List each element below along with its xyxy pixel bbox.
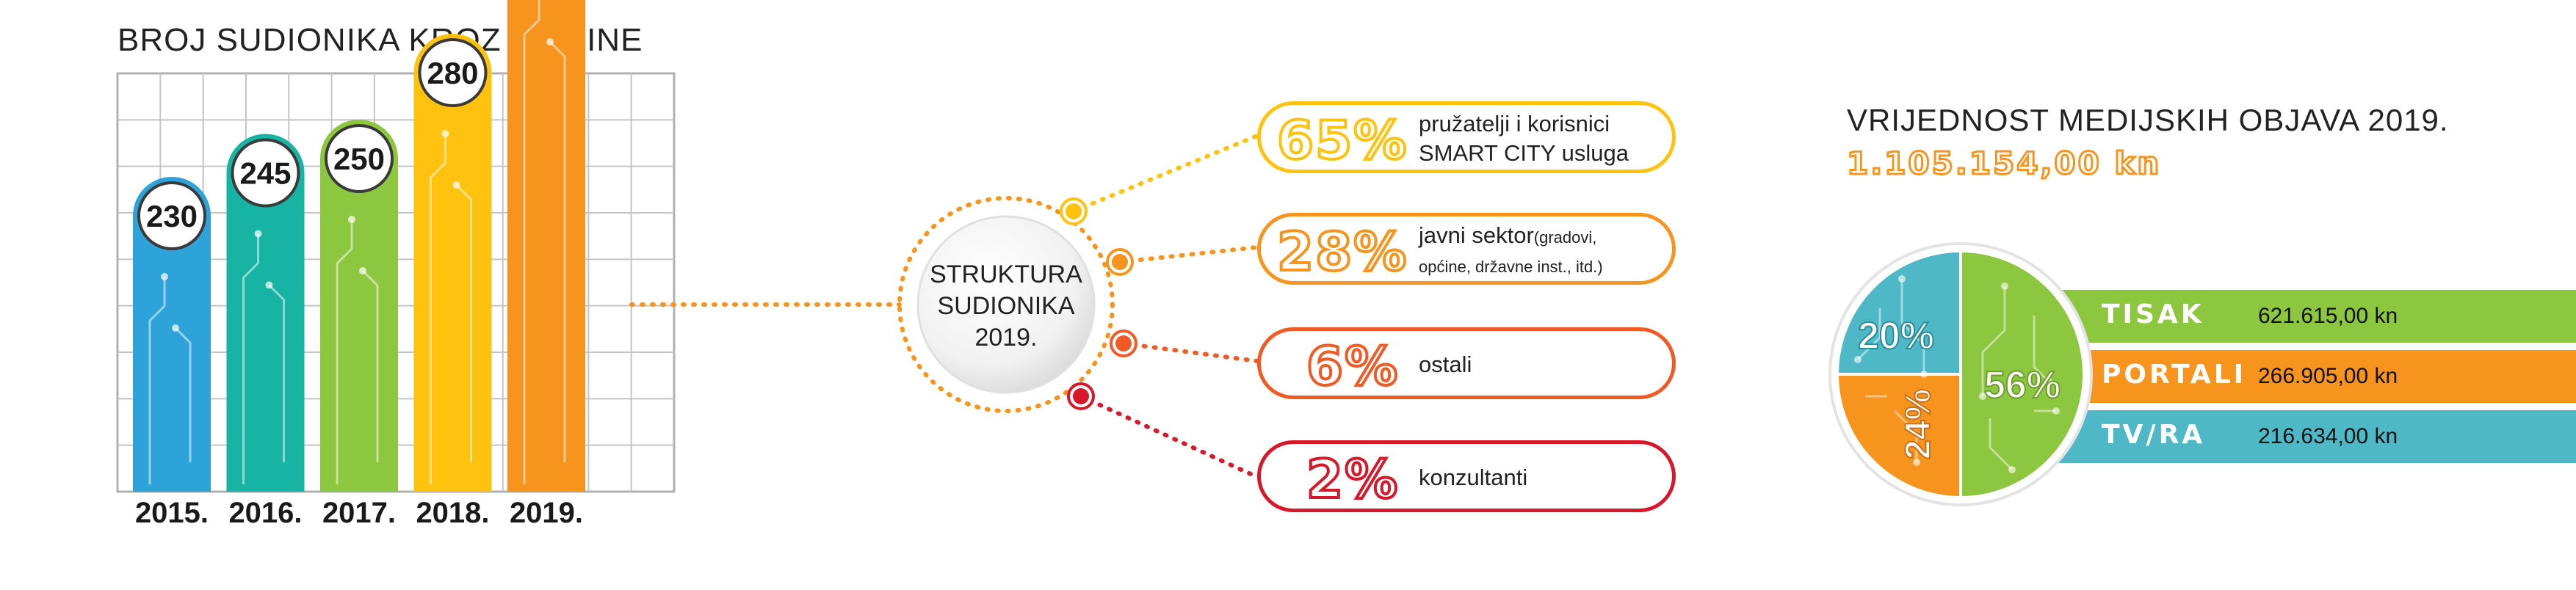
- pill-65: 65% pružatelji i korisnici SMART CITY us…: [1257, 101, 1676, 173]
- pct-6: 6%: [1305, 335, 1400, 397]
- pill-6: 6% ostali: [1257, 327, 1676, 399]
- band-tvra-label: TV/RA: [2102, 420, 2206, 450]
- bar-circuit: [148, 273, 192, 484]
- bar-value-label: 250: [333, 142, 385, 176]
- node-dot-2: [1067, 382, 1095, 410]
- pie-label-tisak: 56%: [1984, 364, 2061, 407]
- band-tvra-value: 216.634,00 kn: [2258, 424, 2398, 448]
- bar-chart-x-labels: 2015. 2016. 2017. 2018. 2019.: [135, 497, 583, 529]
- media-pie-circuit-dots: [1854, 275, 2060, 473]
- structure-center-line2: SUDIONIKA: [937, 292, 1074, 320]
- structure-center-line3: 2019.: [974, 324, 1037, 352]
- band-tisak-label: TISAK: [2102, 299, 2204, 329]
- connector-6: [1121, 341, 1259, 363]
- bar-circuit: [336, 216, 379, 484]
- bar-x-label: 2019.: [510, 497, 583, 529]
- pie-label-tvra: 20%: [1858, 315, 1934, 357]
- bar-value-label: 280: [427, 56, 478, 90]
- bar-chart-marks: 230 245 250 280 330: [133, 0, 585, 492]
- bar-circuit: [430, 130, 472, 484]
- bar-2019: 330: [507, 0, 585, 492]
- connector-2: [1079, 394, 1259, 479]
- label-2: konzultanti: [1419, 465, 1528, 490]
- media-pie: 20% 56% 24%: [1828, 242, 2093, 506]
- band-portali-label: PORTALI: [2102, 360, 2247, 390]
- bar-2015: 230: [133, 177, 211, 492]
- label-28-line2: općine, državne inst., itd.): [1419, 258, 1603, 276]
- band-portali-value: 266.905,00 kn: [2258, 364, 2398, 388]
- node-dot-6: [1110, 329, 1137, 357]
- bar-circuit: [523, 0, 566, 484]
- pie-slice-portali: [1835, 373, 1962, 500]
- pct-2: 2%: [1305, 448, 1400, 510]
- structure-dotted-ring: [897, 196, 1115, 413]
- pill-2: 2% konzultanti: [1257, 440, 1676, 512]
- node-dot-28: [1106, 248, 1134, 276]
- pie-label-portali: 24%: [1899, 389, 1938, 459]
- bar-value-bubble: [137, 181, 206, 250]
- label-65-line2: SMART CITY usluga: [1419, 140, 1629, 166]
- media-total: 1.105.154,00 kn: [1845, 145, 2162, 183]
- pill-28: 28% javni sektor(gradovi, općine, državn…: [1257, 213, 1676, 285]
- pct-65: 65%: [1276, 109, 1408, 171]
- structure-center-circle: [916, 215, 1096, 394]
- bar-x-label: 2018.: [416, 497, 489, 529]
- bar-value-label: 230: [146, 199, 198, 233]
- connector-65: [1071, 134, 1259, 214]
- bar-x-label: 2015.: [135, 497, 209, 529]
- label-65-line1: pružatelji i korisnici: [1419, 111, 1610, 136]
- label-28-line1: javni sektor: [1419, 222, 1534, 248]
- connector-28: [1118, 245, 1259, 264]
- label-28-line1-small: (gradovi,: [1533, 228, 1597, 247]
- pie-slice-tvra: [1835, 249, 1962, 376]
- structure-center-line1: STRUKTURA: [930, 261, 1082, 288]
- band-tisak-value: 621.615,00 kn: [2258, 304, 2398, 328]
- bar-2018: 280: [413, 34, 492, 492]
- media-pie-slices: [1835, 249, 2085, 500]
- bar-value-bubble: [325, 124, 394, 193]
- pct-28: 28%: [1276, 221, 1408, 283]
- label-6: ostali: [1419, 352, 1472, 377]
- bar-value-label: 245: [239, 156, 291, 191]
- bar-chart: 230 245 250 280 330 2015. 2016. 2017. 2018. 2019…: [116, 0, 676, 529]
- bar-2017: 250: [320, 120, 398, 492]
- media-pie-circuit-pattern: [1856, 279, 2056, 471]
- bar-value-bubble: [418, 38, 488, 107]
- bar-x-label: 2016.: [228, 497, 302, 529]
- bar-x-label: 2017.: [322, 497, 396, 529]
- media-title: VRIJEDNOST MEDIJSKIH OBJAVA 2019.: [1847, 103, 2449, 137]
- bar-circuit: [242, 230, 285, 484]
- bar-2016: 245: [226, 134, 305, 492]
- bar-value-bubble: [231, 138, 300, 208]
- node-dot-65: [1060, 197, 1088, 225]
- pie-slice-tisak: [1959, 249, 2085, 500]
